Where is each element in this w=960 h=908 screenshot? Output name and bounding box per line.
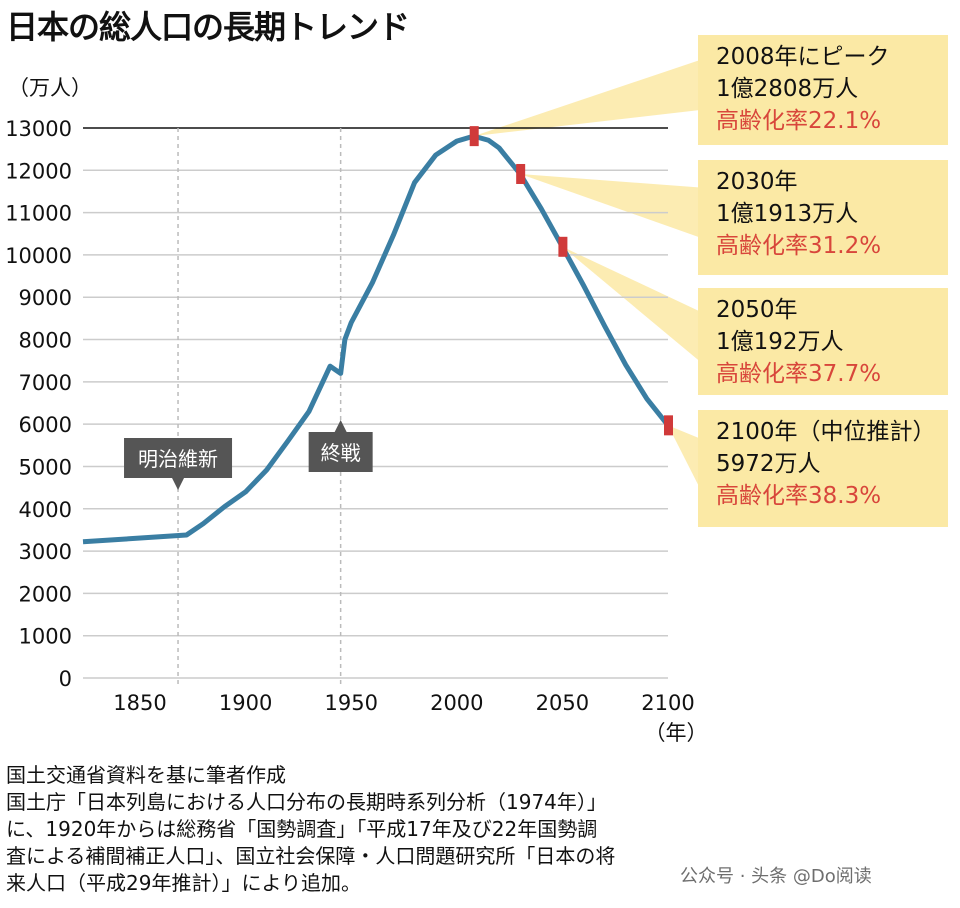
x-axis-label: （年） <box>645 721 708 745</box>
note-line: 査による補間補正人口」、国立社会保障・人口問題研究所「日本の将 <box>6 844 616 868</box>
y-tick-label: 9000 <box>19 286 72 310</box>
y-tick-label: 10000 <box>5 244 72 268</box>
callout-population: 1億1913万人 <box>716 201 859 227</box>
callout-year: 2008年にピーク <box>716 44 890 70</box>
population-line <box>82 133 670 545</box>
callout-2100: 2100年（中位推計） 5972万人 高齢化率38.3% <box>698 410 948 527</box>
note-line: に、1920年からは総務省「国勢調査」「平成17年及び22年国勢調 <box>6 817 598 841</box>
y-tick-label: 2000 <box>19 582 72 606</box>
y-tick-label: 6000 <box>19 413 72 437</box>
chart-title: 日本の総人口の長期トレンド <box>6 8 410 46</box>
event-pointer <box>334 420 347 432</box>
source-notes: 国土交通省資料を基に筆者作成 国土庁「日本列島における人口分布の長期時系列分析（… <box>6 762 615 897</box>
data-marker <box>664 415 673 436</box>
callout-population: 1億192万人 <box>716 329 844 355</box>
event-label: 明治維新 <box>138 447 218 471</box>
x-tick-label: 2000 <box>430 691 483 715</box>
y-tick-label: 7000 <box>19 371 72 395</box>
callout-pointer <box>520 173 700 238</box>
watermark: 公众号 · 头条 @Do阅读 <box>680 866 872 887</box>
x-tick-label: 1850 <box>113 691 166 715</box>
callout-year: 2100年（中位推計） <box>716 419 936 445</box>
chart-plot: 0 1000 2000 3000 4000 5000 6000 7000 8000 9000 100… <box>5 60 708 745</box>
callout-pointer <box>668 425 700 489</box>
x-tick-label: 1900 <box>219 691 272 715</box>
callout-2008: 2008年にピーク 1億2808万人 高齢化率22.1% <box>698 35 948 145</box>
data-marker <box>516 163 526 184</box>
callout-aging-rate: 高齢化率22.1% <box>716 108 882 134</box>
note-line: 国土交通省資料を基に筆者作成 <box>6 763 286 787</box>
callout-aging-rate: 高齢化率37.7% <box>716 361 882 387</box>
data-marker <box>558 236 568 257</box>
x-tick-label: 2100 <box>641 691 694 715</box>
callout-population: 1億2808万人 <box>716 76 859 102</box>
callout-pointer <box>562 246 700 362</box>
note-line: 国土庁「日本列島における人口分布の長期時系列分析（1974年）」 <box>6 790 607 814</box>
y-tick-label: 1000 <box>19 625 72 649</box>
callout-pointer <box>473 60 700 137</box>
data-marker <box>469 126 479 147</box>
x-tick-label: 2050 <box>536 691 589 715</box>
y-tick-label: 3000 <box>19 540 72 564</box>
callout-year: 2050年 <box>716 297 798 323</box>
callout-population: 5972万人 <box>716 451 821 477</box>
event-label-box <box>308 432 373 472</box>
event-label-box <box>124 438 233 478</box>
x-tick-label: 1950 <box>324 691 377 715</box>
callout-year: 2030年 <box>716 169 798 195</box>
y-tick-label: 4000 <box>19 498 72 522</box>
callout-2050: 2050年 1億192万人 高齢化率37.7% <box>698 288 948 395</box>
callout-aging-rate: 高齢化率38.3% <box>716 483 882 509</box>
event-label: 終戦 <box>321 441 361 465</box>
callout-2030: 2030年 1億1913万人 高齢化率31.2% <box>698 160 948 275</box>
y-axis-label: （万人） <box>8 76 92 100</box>
y-tick-label: 13000 <box>5 117 72 141</box>
y-tick-label: 5000 <box>19 455 72 479</box>
event-pointer <box>172 478 185 490</box>
y-tick-label: 12000 <box>5 159 72 183</box>
note-line: 来人口（平成29年推計）」により追加。 <box>6 871 362 895</box>
y-tick-label: 0 <box>59 667 72 691</box>
y-tick-label: 11000 <box>5 202 72 226</box>
y-tick-label: 8000 <box>19 329 72 353</box>
callout-aging-rate: 高齢化率31.2% <box>716 233 882 259</box>
